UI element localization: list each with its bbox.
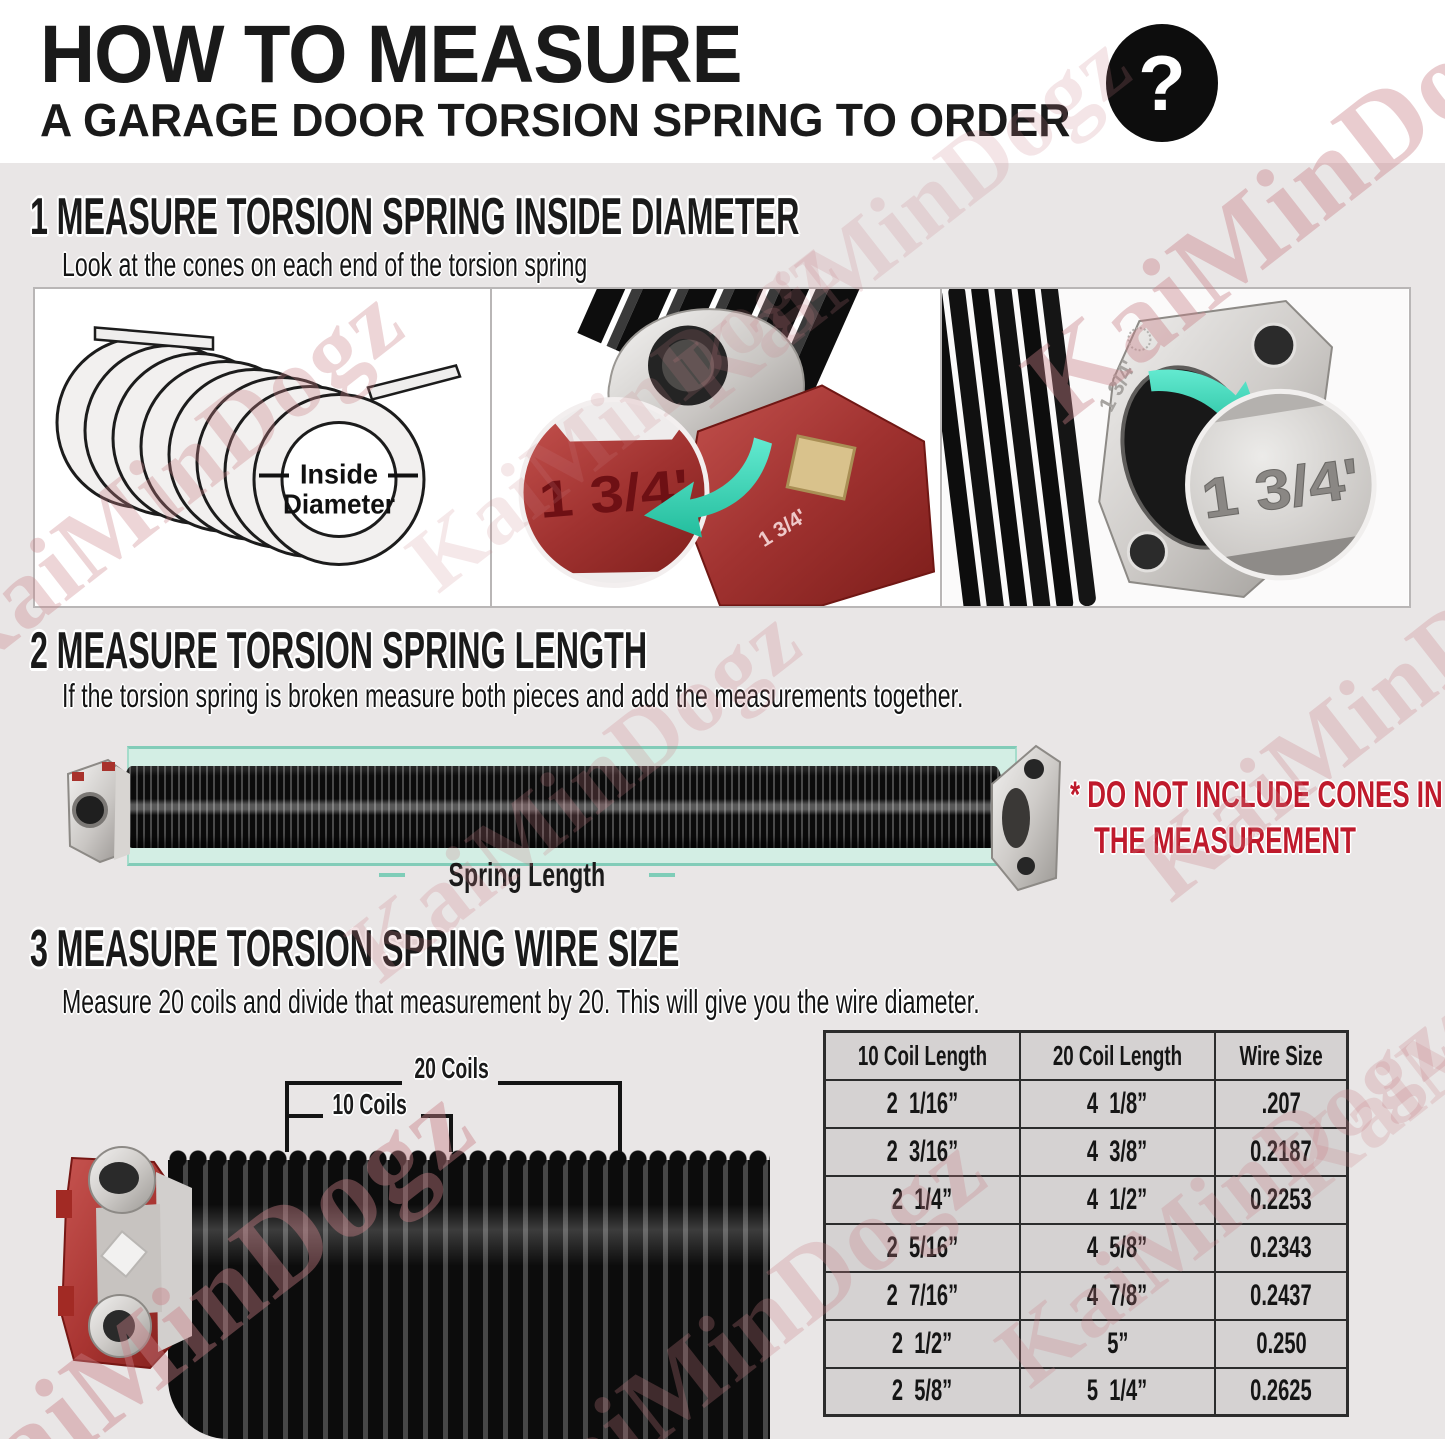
bracket-10-line	[421, 1114, 453, 1118]
bracket-10-label: 10 Coils	[332, 1089, 407, 1121]
maker-stamp	[1127, 327, 1152, 352]
section3-subtext: Measure 20 coils and divide that measure…	[62, 983, 980, 1020]
table-row: 2 5/16” 4 5/8” 0.2343	[823, 1222, 1349, 1273]
header: HOW TO MEASURE A GARAGE DOOR TORSION SPR…	[0, 0, 1445, 163]
magnifier-circle	[1187, 391, 1375, 578]
magnifier-arrow-icon	[644, 437, 772, 538]
aluminum-cone-illustration: 1 3/4' 1 3/4'	[942, 289, 1409, 606]
bracket-10-right-leg	[449, 1114, 453, 1152]
bracket-20-line	[285, 1081, 402, 1085]
red-cone-photo: 1 3/4' 1 3/4'	[492, 289, 940, 606]
dimension-dash-right	[388, 473, 418, 478]
wire-size-table: 10 Coil Length 20 Coil Length Wire Size …	[823, 1030, 1350, 1417]
section2-title: MEASURE TORSION SPRING LENGTH	[56, 622, 648, 680]
table-header-row: 10 Coil Length 20 Coil Length Wire Size	[823, 1030, 1349, 1081]
panel-divider	[940, 289, 942, 606]
page-title: HOW TO MEASURE	[40, 9, 743, 100]
aluminum-cone-photo: 1 3/4' 1 3/4'	[942, 289, 1409, 606]
cast-ridge	[1187, 391, 1375, 429]
table-row: 2 5/8” 5 1/4” 0.2625	[823, 1366, 1349, 1417]
section2-heading: 2 MEASURE TORSION SPRING LENGTH	[30, 624, 1025, 679]
black-spring-coils	[942, 289, 1096, 606]
wire-end-left	[93, 326, 215, 351]
section3-number: 3	[30, 920, 48, 978]
inside-diameter-diagram: Inside Diameter	[35, 289, 490, 606]
bracket-10-line	[285, 1114, 323, 1118]
cone-warning-note: * DO NOT INCLUDE CONES IN THE MEASUREMEN…	[1070, 774, 1443, 861]
table-row: 2 3/16” 4 3/8” 0.2187	[823, 1126, 1349, 1177]
teal-dash-icon	[648, 873, 675, 877]
set-screw	[100, 1230, 148, 1278]
section2-subtext: If the torsion spring is broken measure …	[62, 677, 964, 714]
red-cone-illustration: 1 3/4' 1 3/4'	[492, 289, 940, 606]
section3-heading: 3 MEASURE TORSION SPRING WIRE SIZE	[30, 922, 1077, 977]
diameter-label: Diameter	[283, 489, 395, 520]
bolt-hole	[1126, 531, 1168, 573]
red-winding-cone	[56, 1146, 192, 1370]
table-row: 2 1/2” 5” 0.250	[823, 1318, 1349, 1369]
cast-ridge	[1187, 530, 1375, 578]
spring-coil-drawing: Inside Diameter	[55, 326, 462, 566]
bracket-20-line	[498, 1081, 622, 1085]
set-screw	[785, 434, 857, 501]
section2-number: 2	[30, 622, 48, 680]
bracket-20-label: 20 Coils	[414, 1053, 489, 1085]
section1-image-row: Inside Diameter	[33, 287, 1411, 608]
panel-divider	[490, 289, 492, 606]
inside-diameter-hole	[280, 421, 398, 538]
col-10-coil: 10 Coil Length	[823, 1030, 1021, 1081]
torsion-spring-body	[124, 766, 1002, 848]
col-20-coil: 20 Coil Length	[1018, 1030, 1216, 1081]
section1-title: MEASURE TORSION SPRING INSIDE DIAMETER	[56, 188, 800, 246]
wire-end-right	[366, 364, 462, 402]
table-row: 2 1/4” 4 1/2” 0.2253	[823, 1174, 1349, 1225]
bolt-hole	[1251, 322, 1297, 368]
question-mark-icon: ?	[1106, 24, 1218, 142]
section1-heading: 1 MEASURE TORSION SPRING INSIDE DIAMETER	[30, 190, 1271, 245]
section1-subtext: Look at the cones on each end of the tor…	[62, 246, 588, 283]
inside-label: Inside	[300, 459, 378, 490]
dimension-dash-left	[259, 473, 289, 478]
spring-length-label: Spring Length	[379, 856, 675, 894]
table-row: 2 7/16” 4 7/8” 0.2437	[823, 1270, 1349, 1321]
teal-dash-icon	[379, 873, 406, 877]
left-cone	[66, 758, 130, 864]
section1-number: 1	[30, 188, 48, 246]
magnified-red-cone	[521, 417, 707, 574]
torsion-spring-coils	[168, 1150, 770, 1439]
col-wire-size: Wire Size	[1213, 1030, 1349, 1081]
table-row: 2 1/16” 4 1/8” .207	[823, 1078, 1349, 1129]
page-subtitle: A GARAGE DOOR TORSION SPRING TO ORDER	[40, 94, 1071, 146]
section3-title: MEASURE TORSION SPRING WIRE SIZE	[56, 920, 680, 978]
right-cone	[991, 744, 1062, 892]
bracket-20-right-leg	[618, 1081, 622, 1152]
